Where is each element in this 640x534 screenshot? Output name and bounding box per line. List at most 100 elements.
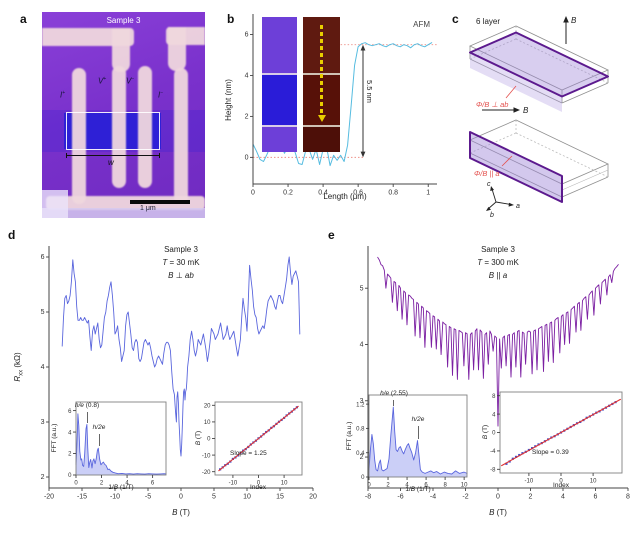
svg-text:0: 0 [207, 437, 211, 443]
svg-text:10: 10 [590, 479, 597, 485]
svg-text:4: 4 [41, 364, 45, 371]
slab-top [469, 25, 609, 104]
svg-text:2: 2 [100, 481, 104, 487]
svg-text:0.4: 0.4 [356, 451, 365, 457]
svg-text:6: 6 [594, 494, 598, 501]
svg-text:-4: -4 [430, 494, 436, 501]
strip-divider [262, 73, 297, 75]
svg-text:-10: -10 [202, 453, 211, 459]
svg-text:4: 4 [68, 430, 72, 436]
optical-strip-mid [262, 74, 297, 125]
svg-text:2: 2 [386, 483, 390, 489]
optical-strip-top [262, 17, 297, 73]
svg-text:6: 6 [41, 254, 45, 261]
svg-text:20: 20 [204, 404, 211, 410]
fft-inset-d: 0 2 4 6 0 2 4 6 [68, 401, 167, 487]
electrode-label-i-plus: I+ [60, 90, 66, 100]
svg-text:8: 8 [443, 483, 447, 489]
svg-text:0: 0 [68, 473, 72, 479]
peak-label-h2e-e: h/2e [411, 416, 425, 423]
axis-c-label: c [487, 181, 491, 188]
flux-diagram: 6 layer B Φ/B ⊥ ab [469, 16, 609, 219]
chart-d-title: Sample 3 T = 30 mK B ⊥ ab [162, 245, 200, 280]
electrode-label-i-minus: I− [158, 90, 164, 100]
index-d-ylabel: B (T) [195, 430, 202, 446]
width-label: w [108, 158, 114, 167]
svg-text:0: 0 [492, 431, 496, 437]
svg-text:6: 6 [245, 32, 249, 39]
index-inset-e: -10 0 10 -8 -4 0 4 8 [490, 391, 623, 485]
fft-inset-e: 0 2 4 6 8 10 0 0.4 0.8 1.2 [356, 394, 468, 489]
flux-plane-parallel [469, 131, 563, 203]
electrode-top-right-stub [168, 27, 186, 71]
peak-pointer [418, 426, 419, 439]
flux-top-pointer [505, 85, 517, 99]
svg-text:-10: -10 [229, 481, 238, 487]
svg-text:4: 4 [360, 342, 364, 349]
step-height-arrow-icon [360, 44, 366, 158]
peak-pointer [87, 412, 88, 423]
svg-text:-2: -2 [462, 494, 468, 501]
svg-text:6: 6 [151, 481, 155, 487]
afm-strip-bottom [303, 126, 340, 152]
electrode-bottom-bar [46, 196, 205, 210]
chart-e-title: Sample 3 T = 300 mK B || a [477, 245, 519, 280]
svg-text:0.4: 0.4 [318, 190, 328, 197]
fft-e-xlabel: 1/B (1/T) [405, 486, 431, 493]
svg-text:3: 3 [41, 419, 45, 426]
afm-corner-label: AFM [413, 20, 430, 29]
chart-e-xlabel: B (T) [489, 508, 507, 517]
svg-text:2: 2 [360, 454, 364, 461]
svg-text:15: 15 [276, 494, 284, 501]
svg-text:-15: -15 [77, 494, 87, 501]
svg-text:0: 0 [245, 155, 249, 162]
width-measure-line [66, 155, 160, 156]
crystal-axes-box: a b [42, 190, 68, 218]
electrode-finger-v-minus [138, 66, 152, 188]
svg-text:2: 2 [68, 452, 72, 458]
crystal-axes [486, 186, 514, 211]
slope-label-d: Slope = 1.25 [230, 450, 267, 457]
afm-strip-inset [303, 17, 340, 152]
svg-text:1.2: 1.2 [356, 402, 365, 408]
scale-bar-label: 1 μm [140, 205, 156, 212]
svg-text:1: 1 [426, 190, 430, 197]
svg-text:5: 5 [212, 494, 216, 501]
svg-text:4: 4 [492, 412, 496, 418]
svg-text:5: 5 [41, 309, 45, 316]
b-field-label-bottom: B [523, 106, 529, 115]
svg-text:-8: -8 [365, 494, 371, 501]
svg-text:10: 10 [461, 483, 468, 489]
svg-text:0: 0 [559, 479, 563, 485]
svg-text:0: 0 [179, 494, 183, 501]
flux-plane-perp [469, 31, 609, 98]
flux-bottom-label: Φ/B || a [474, 169, 500, 178]
step-height-label: 5.5 nm [365, 80, 374, 103]
svg-text:-4: -4 [490, 449, 496, 455]
svg-text:2: 2 [529, 494, 533, 501]
micrograph-footer [42, 208, 205, 218]
svg-text:-10: -10 [110, 494, 120, 501]
electrode-top-left-stub [112, 28, 130, 72]
chart-d-xlabel: B (T) [172, 508, 190, 517]
peak-label-h2e-d: h/2e [92, 424, 106, 431]
electrode-finger-i-plus [72, 68, 86, 204]
svg-text:-20: -20 [202, 470, 211, 476]
svg-text:4: 4 [405, 483, 409, 489]
sample-title: Sample 3 [106, 16, 141, 25]
svg-text:0: 0 [367, 483, 371, 489]
svg-text:0.8: 0.8 [356, 427, 365, 433]
svg-text:4: 4 [245, 73, 249, 80]
scale-bar [130, 200, 190, 204]
svg-text:2: 2 [41, 474, 45, 481]
index-d-xlabel: Index [250, 484, 266, 491]
svg-text:0: 0 [74, 481, 78, 487]
flux-plane-shadow-top [470, 52, 562, 112]
optical-strip-inset [262, 17, 297, 152]
svg-text:4: 4 [561, 494, 565, 501]
index-inset-d: -10 0 10 -20 -10 0 10 20 [202, 401, 303, 487]
panel-label-a: a [20, 12, 27, 26]
svg-text:-5: -5 [145, 494, 151, 501]
slope-label-e: Slope = 0.39 [532, 449, 569, 456]
